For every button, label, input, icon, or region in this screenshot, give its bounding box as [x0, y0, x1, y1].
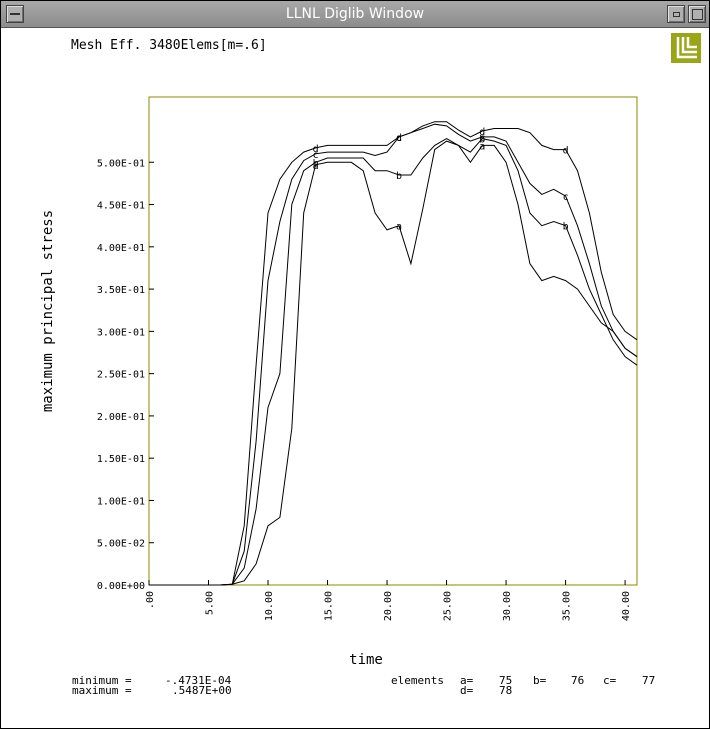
x-axis: .00 5.00 10.00 15.00 20.00 25.00 30.00 35.00 40.…	[145, 580, 632, 621]
y-tick-label: 4.00E-01	[97, 243, 145, 254]
element-value-a: 75	[499, 674, 512, 687]
curve-label-d: d	[396, 133, 402, 144]
element-value-b: 76	[571, 674, 584, 687]
curve-label-c: c	[479, 133, 485, 144]
llnl-logo-icon	[671, 33, 701, 63]
x-tick-label: .00	[145, 591, 156, 609]
curve-label-a: a	[396, 222, 402, 233]
y-tick-label: 4.50E-01	[97, 201, 145, 212]
y-axis-label: maximum principal stress	[40, 210, 56, 412]
maximize-button[interactable]	[688, 5, 706, 23]
y-tick-label: 0.00E+00	[97, 581, 145, 592]
maximize-icon	[692, 9, 703, 20]
y-tick-label: 2.50E-01	[97, 370, 145, 381]
x-tick-label: 10.00	[264, 591, 275, 621]
maximum-value: .5487E+00	[172, 684, 232, 697]
curve-label-c: c	[396, 133, 402, 144]
x-tick-label: 25.00	[443, 591, 454, 621]
y-tick-label: 1.50E-01	[97, 454, 145, 465]
series-line-b	[149, 138, 638, 586]
minimize-icon	[673, 12, 680, 17]
y-tick-label: 2.00E-01	[97, 412, 145, 423]
curve-label-a: a	[313, 161, 319, 172]
element-value-d: 78	[499, 684, 512, 697]
x-tick-label: 20.00	[383, 591, 394, 621]
footer-stats: minimum = -.4731E-04 maximum = .5487E+00…	[72, 674, 655, 697]
window-menu-icon	[10, 13, 20, 15]
y-axis: 0.00E+00 5.00E-02 1.00E-01 1.50E-01 2.00E-01…	[97, 158, 154, 592]
curve-label-d: d	[313, 144, 319, 155]
element-key-c: c=	[603, 674, 617, 687]
y-tick-label: 5.00E-01	[97, 158, 145, 169]
curve-label-b: b	[479, 135, 485, 146]
minimum-value: -.4731E-04	[165, 674, 232, 687]
x-tick-label: 30.00	[502, 591, 513, 621]
plot-frame	[148, 96, 638, 586]
minimize-button[interactable]	[667, 5, 685, 23]
y-tick-label: 3.00E-01	[97, 327, 145, 338]
element-key-a: a=	[460, 674, 474, 687]
curve-label-d: d	[479, 127, 485, 138]
x-tick-label: 5.00	[205, 591, 216, 615]
curve-label-a: a	[479, 141, 485, 152]
title-bar[interactable]: LLNL Diglib Window	[1, 1, 709, 28]
minimum-label: minimum =	[72, 674, 132, 687]
curve-label-c: c	[563, 192, 569, 203]
series-line-d	[149, 121, 638, 586]
element-key-d: d=	[460, 684, 474, 697]
series-line-a	[149, 140, 638, 586]
curve-label-b: b	[563, 222, 569, 233]
x-axis-label: time	[349, 652, 383, 668]
series-line-c	[149, 123, 638, 586]
window-title: LLNL Diglib Window	[285, 6, 425, 22]
x-tick-label: 15.00	[324, 591, 335, 621]
maximum-label: maximum =	[72, 684, 132, 697]
curve-label-c: c	[313, 150, 319, 161]
series-layer	[149, 121, 638, 586]
x-tick-label: 40.00	[621, 591, 632, 621]
curve-label-b: b	[396, 171, 402, 182]
curve-label-b: b	[313, 158, 319, 169]
element-value-c: 77	[642, 674, 655, 687]
window-menu-button[interactable]	[6, 5, 24, 23]
x-tick-label: 35.00	[562, 591, 573, 621]
y-tick-label: 1.00E-01	[97, 496, 145, 507]
y-tick-label: 3.50E-01	[97, 285, 145, 296]
plot-canvas: Mesh Eff. 3480Elems[m=.6] 0.00E+00 5.00E-…	[40, 33, 701, 697]
chart-title: Mesh Eff. 3480Elems[m=.6]	[71, 38, 267, 53]
curve-label-d: d	[563, 146, 569, 157]
element-key-b: b=	[533, 674, 547, 687]
elements-label: elements	[391, 674, 444, 687]
y-tick-label: 5.00E-02	[97, 539, 145, 550]
